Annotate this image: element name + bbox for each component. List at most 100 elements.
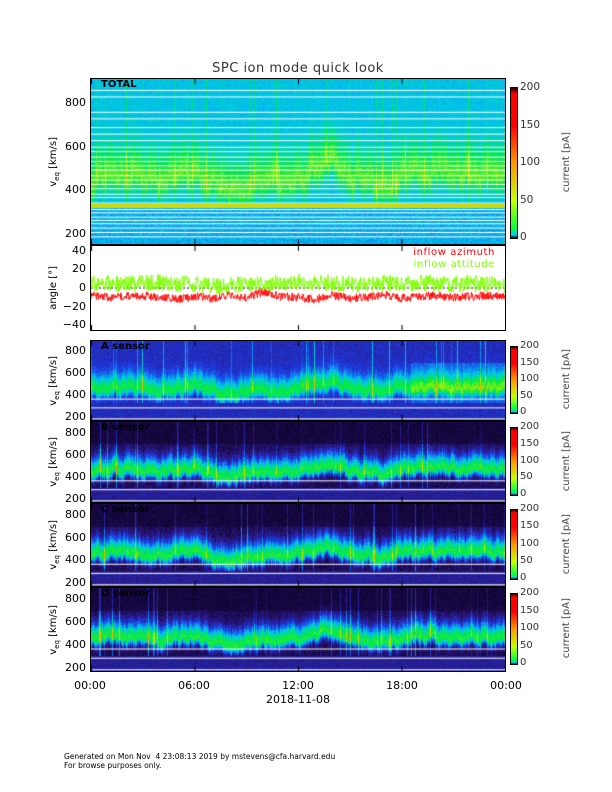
x-tick-label: 00:00 (74, 679, 106, 692)
colorbar-label: current [pA] (561, 430, 572, 491)
footer-generated: Generated on Mon Nov 4 23:08:13 2019 by … (64, 752, 336, 761)
y-label-sub: eq (52, 639, 61, 649)
y-tick-label: 200 (65, 576, 86, 590)
y-tick-label: 400 (65, 553, 86, 567)
legend-inflow-azimuth: inflow azimuth (413, 247, 495, 258)
colorbar-label: current [pA] (561, 132, 572, 193)
y-label-unit: [km/s] (47, 136, 59, 172)
y-label-sub: eq (52, 171, 61, 181)
y-tick-label: 0 (79, 281, 86, 294)
y-axis-label: veq [km/s] (48, 137, 61, 187)
x-tick-label: 00:00 (490, 679, 522, 692)
y-label-unit: [km/s] (47, 520, 59, 556)
colorbar-label: current [pA] (561, 598, 572, 659)
y-label-main: v (47, 180, 59, 187)
y-axis-label: veq [km/s] (48, 356, 61, 406)
spectrogram-d (91, 588, 505, 671)
colorbar-label: current [pA] (561, 349, 572, 410)
y-tick-label: 600 (65, 615, 86, 628)
y-tick-label: 800 (65, 591, 86, 605)
colorbar-tick-label: 200 (520, 81, 541, 93)
colorbar-label: current [pA] (561, 513, 572, 574)
y-tick-label: −20 (62, 299, 86, 313)
colorbar-tick-label: 50 (520, 193, 534, 206)
colorbar-tick-label: 100 (520, 373, 540, 384)
colorbar-tick-label: 150 (520, 356, 540, 368)
colorbar-tick-label: 0 (520, 406, 527, 417)
y-tick-label: 600 (65, 447, 86, 461)
colorbar-tick-label: 50 (520, 389, 533, 401)
y-tick-label: 800 (65, 507, 86, 521)
colorbar-tick-label: 200 (520, 503, 540, 514)
colorbar-total (510, 87, 518, 239)
panel-b: B sensor (90, 421, 506, 503)
y-tick-label: 20 (72, 262, 86, 276)
chart-title: SPC ion mode quick look (212, 61, 384, 76)
panel-label-total: TOTAL (101, 79, 137, 90)
colorbar-b (510, 427, 518, 496)
y-tick-label: 200 (65, 492, 86, 506)
colorbar-tick-label: 150 (520, 520, 540, 532)
y-axis-label: angle [°] (48, 266, 59, 310)
y-label-unit: [km/s] (47, 604, 59, 640)
panel-label-d: D sensor (101, 588, 151, 599)
colorbar-tick-label: 100 (520, 454, 540, 466)
y-label-unit: [km/s] (47, 437, 59, 473)
colorbar-d (510, 593, 518, 665)
y-axis-label: veq [km/s] (48, 605, 61, 655)
colorbar-tick-label: 100 (520, 537, 540, 549)
colorbar-tick-label: 200 (520, 340, 540, 351)
panel-d: D sensor (90, 587, 506, 672)
y-axis-label: veq [km/s] (48, 437, 61, 487)
colorbar-tick-label: 150 (520, 604, 540, 616)
x-axis-date: 2018-11-08 (266, 693, 330, 706)
colorbar-tick-label: 200 (520, 421, 540, 432)
colorbar-tick-label: 0 (520, 231, 527, 243)
y-label-main: v (47, 480, 59, 487)
panel-label-a: A sensor (101, 341, 150, 352)
y-tick-label: 200 (65, 227, 86, 241)
x-tick-label: 06:00 (178, 679, 210, 692)
y-tick-label: 40 (72, 243, 86, 257)
y-tick-label: 800 (65, 96, 86, 110)
colorbar-tick-label: 50 (520, 471, 533, 483)
panel-a: A sensor (90, 340, 506, 421)
colorbar-tick-label: 0 (520, 572, 527, 583)
colorbar-tick-label: 50 (520, 554, 533, 566)
spectrogram-b (91, 422, 505, 502)
y-label-main: v (47, 399, 59, 406)
angle-plot-area (91, 246, 505, 330)
y-tick-label: 600 (65, 139, 86, 153)
colorbar-tick-label: 0 (520, 488, 527, 499)
panel-c: C sensor (90, 503, 506, 587)
colorbar-tick-label: 50 (520, 639, 533, 651)
spectrogram-a (91, 341, 505, 420)
panel-total: TOTAL (90, 78, 506, 245)
y-axis-label: veq [km/s] (48, 520, 61, 570)
y-tick-label: 600 (65, 366, 86, 380)
colorbar-tick-label: 150 (520, 118, 541, 131)
footer: Generated on Mon Nov 4 23:08:13 2019 by … (64, 752, 335, 770)
y-tick-label: −40 (62, 318, 86, 332)
colorbar-tick-label: 100 (520, 156, 541, 168)
y-tick-label: 800 (65, 344, 86, 358)
panel-angle: inflow azimuth inflow attitude (90, 245, 506, 331)
colorbar-tick-label: 200 (520, 587, 540, 598)
y-tick-label: 800 (65, 425, 86, 439)
spectrogram-c (91, 504, 505, 586)
y-tick-label: 200 (65, 410, 86, 424)
y-label-sub: eq (52, 472, 61, 481)
panel-label-b: B sensor (101, 422, 150, 433)
y-label-sub: eq (52, 390, 61, 400)
y-tick-label: 200 (65, 661, 86, 675)
y-tick-label: 400 (65, 470, 86, 483)
colorbar-c (510, 509, 518, 580)
y-tick-label: 400 (65, 388, 86, 402)
colorbar-tick-label: 150 (520, 437, 540, 449)
spectrogram-total (91, 79, 505, 244)
y-tick-label: 600 (65, 530, 86, 544)
footer-note: For browse purposes only. (64, 761, 162, 770)
colorbar-a (510, 346, 518, 414)
y-label-main: v (47, 648, 59, 655)
x-tick-label: 18:00 (386, 679, 418, 692)
